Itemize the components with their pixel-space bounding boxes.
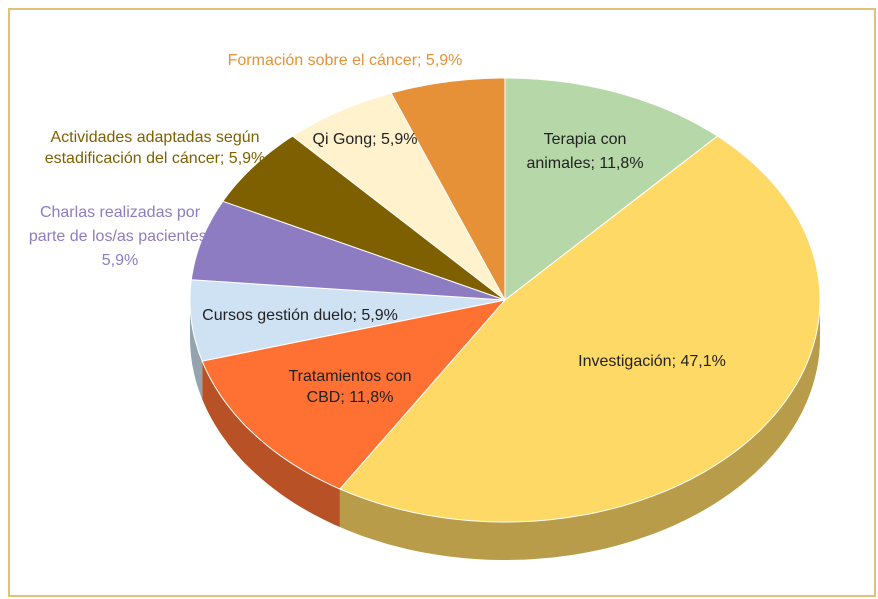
data-label-line: Actividades adaptadas según xyxy=(50,129,259,146)
data-label-line: Cursos gestión duelo; 5,9% xyxy=(202,307,398,324)
slice-side xyxy=(202,361,340,527)
slice xyxy=(189,279,506,362)
data-label-line: Investigación; 47,1% xyxy=(578,353,726,370)
slice xyxy=(390,77,506,301)
slice xyxy=(222,135,506,301)
slice xyxy=(201,299,507,490)
data-label: Charlas realizadas por parte de los/as pa… xyxy=(29,204,211,269)
data-label-line: Terapia con xyxy=(544,131,627,148)
data-label-line: CBD; 11,8% xyxy=(307,389,394,406)
data-label-line: animales; 11,8% xyxy=(526,155,643,172)
data-label-line: Formación sobre el cáncer; 5,9% xyxy=(228,52,463,69)
data-label: Qi Gong; 5,9% xyxy=(313,131,418,148)
slice xyxy=(291,92,506,301)
data-label-line: Qi Gong; 5,9% xyxy=(313,131,418,148)
data-label: Tratamientos con CBD; 11,8% xyxy=(288,368,411,406)
data-label: Terapia con animales; 11,8% xyxy=(526,131,643,172)
data-label-line: Charlas realizadas por xyxy=(40,204,201,221)
slice xyxy=(504,77,719,302)
data-label: Actividades adaptadas según estadificació… xyxy=(45,129,266,167)
data-label-line: estadificación del cáncer; 5,9% xyxy=(45,150,266,167)
data-label-line: Tratamientos con xyxy=(288,368,411,385)
data-label: Investigación; 47,1% xyxy=(578,353,726,370)
data-label: Formación sobre el cáncer; 5,9% xyxy=(228,52,463,69)
slice xyxy=(339,135,821,523)
slice-side xyxy=(190,300,203,400)
data-label: Cursos gestión duelo; 5,9% xyxy=(202,307,398,324)
slice-side xyxy=(339,300,820,560)
slice xyxy=(190,200,506,301)
data-label-line: 5,9% xyxy=(102,252,138,269)
data-label-line: parte de los/as pacientes; xyxy=(29,228,211,245)
